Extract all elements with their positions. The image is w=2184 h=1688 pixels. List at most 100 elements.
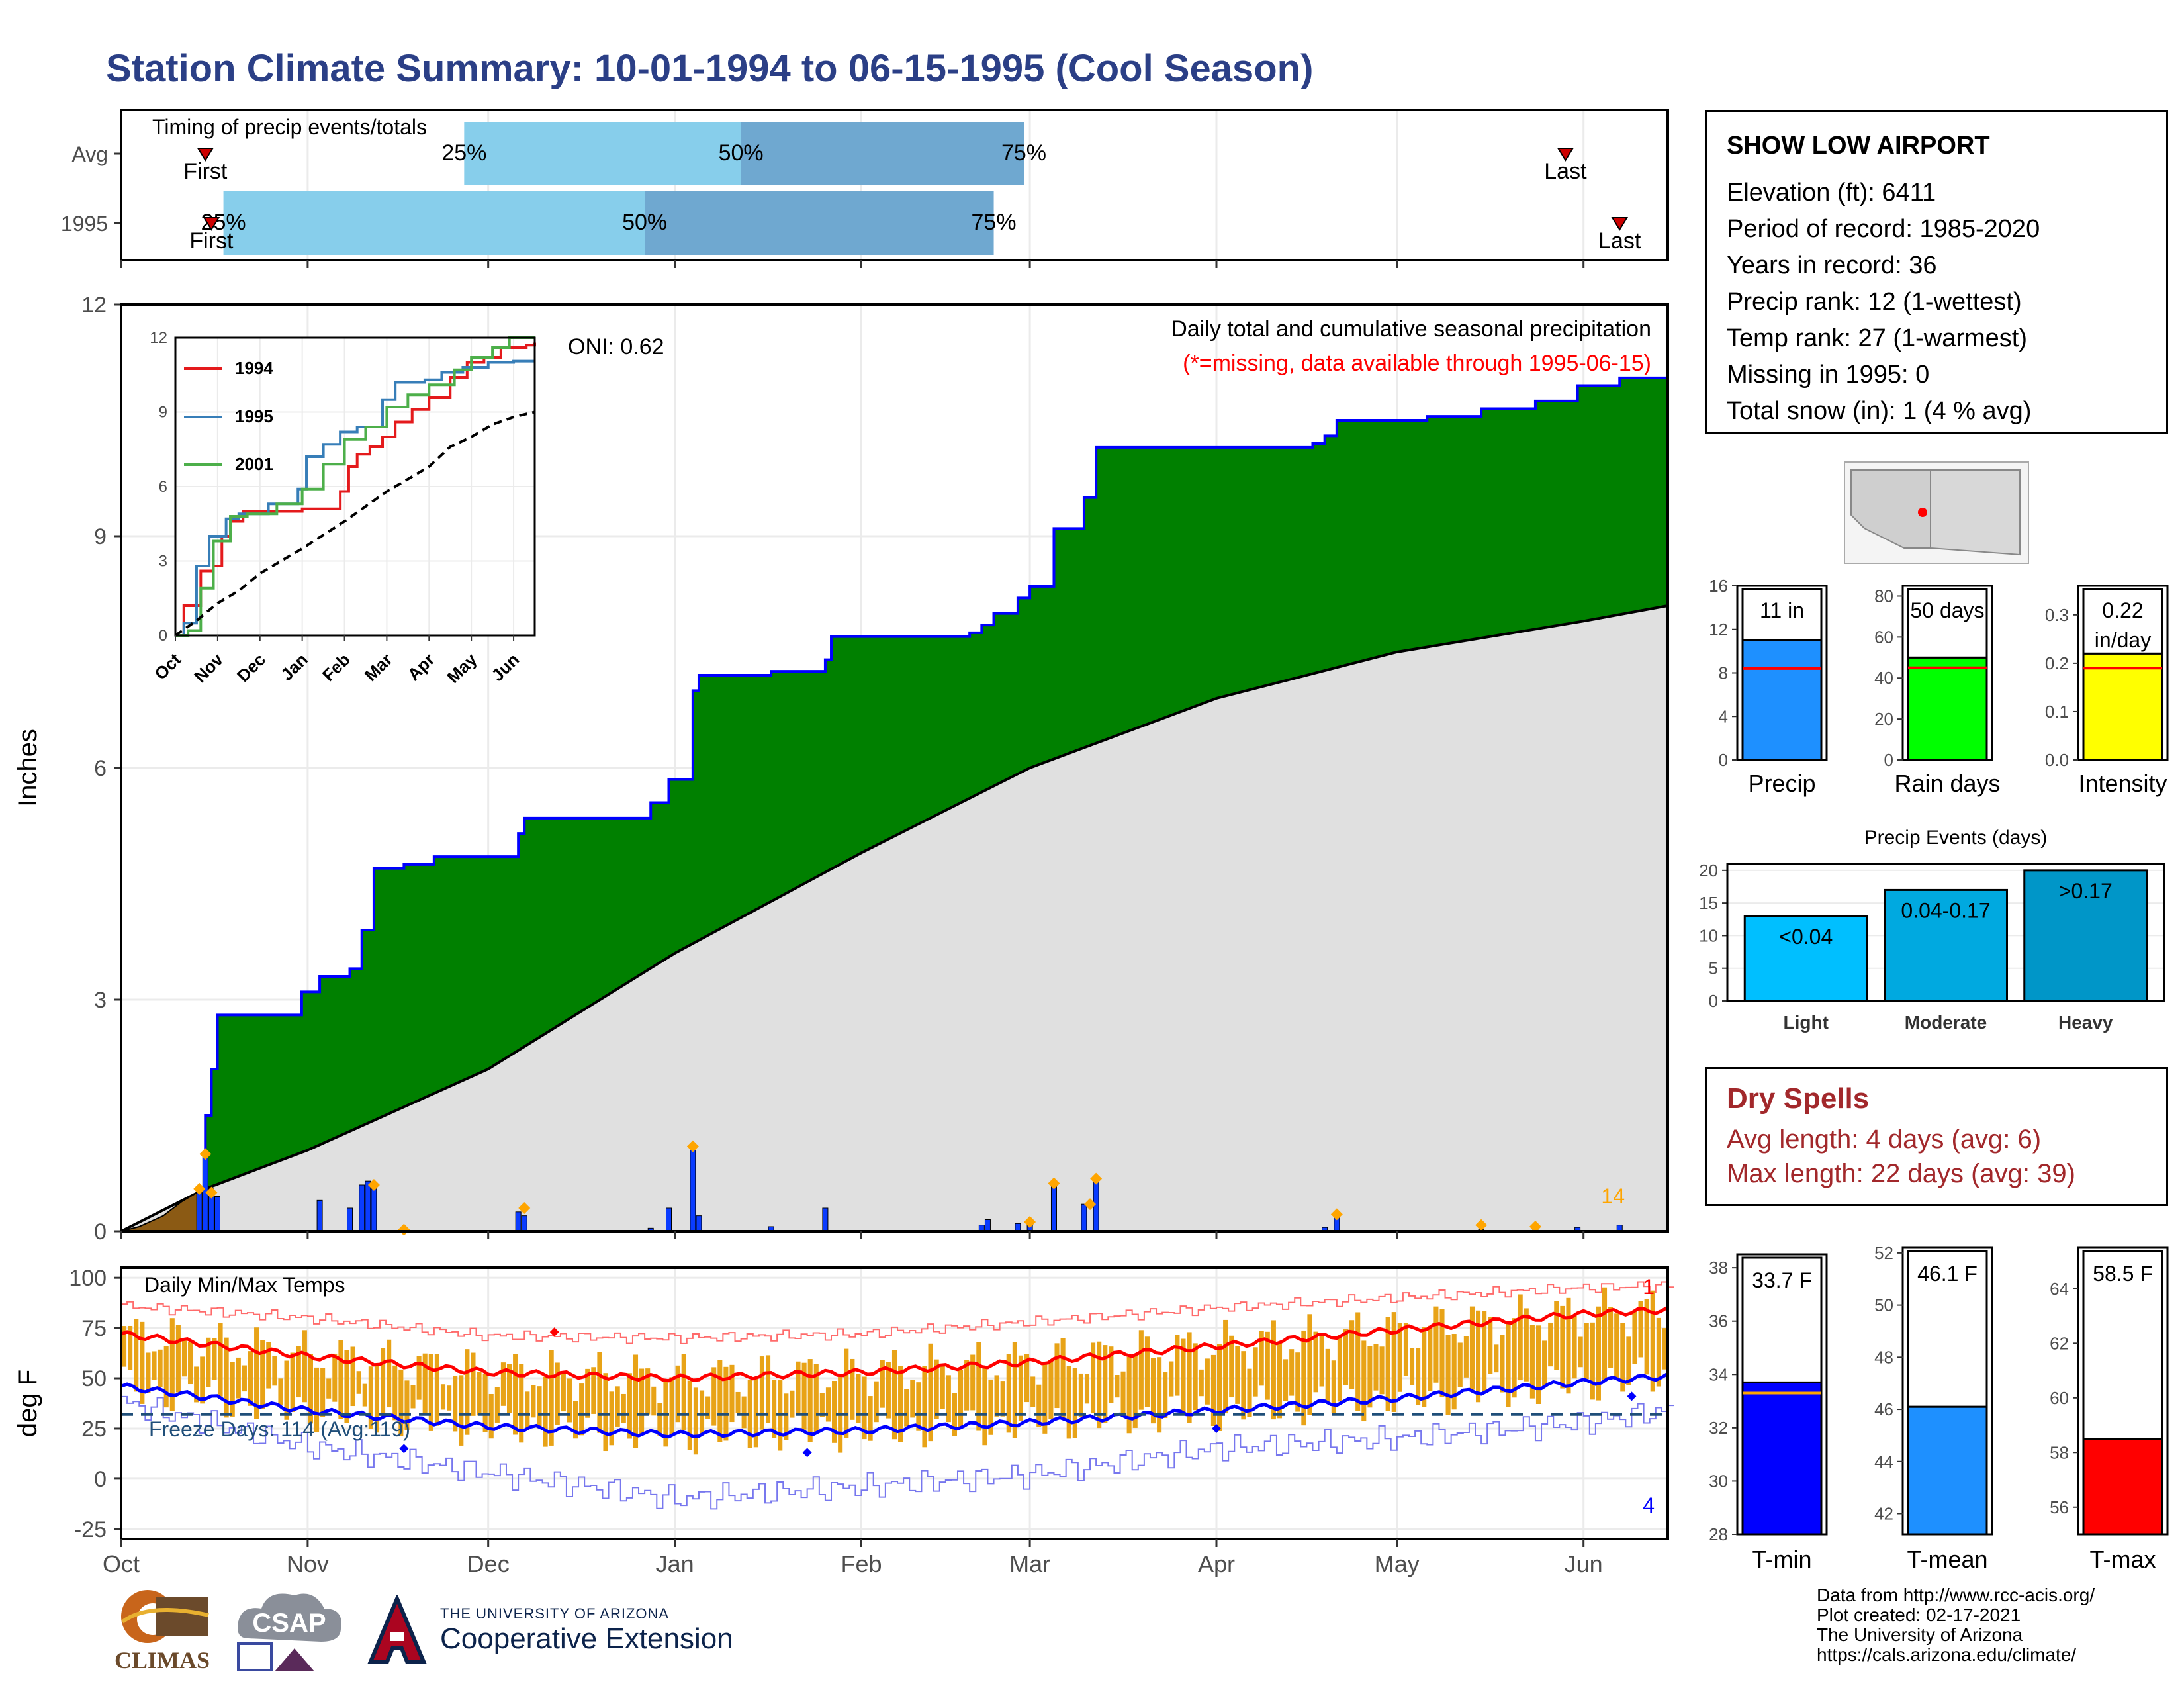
daily-temp-bar — [1109, 1346, 1114, 1403]
snow-marker — [1475, 1219, 1488, 1231]
timing-last-marker-Avg — [1557, 148, 1574, 162]
station-period: Period of record: 1985-2020 — [1727, 215, 2040, 243]
daily-temp-bar — [392, 1365, 398, 1421]
precip-events-category-label: Moderate — [1905, 1012, 1987, 1033]
credit-url: https://cals.arizona.edu/climate/ — [1817, 1644, 2077, 1665]
daily-temp-bar — [410, 1385, 416, 1409]
daily-temp-bar — [819, 1393, 825, 1417]
daily-precip-bar — [515, 1211, 522, 1232]
daily-temp-bar — [916, 1382, 921, 1431]
daily-temp-bar — [850, 1358, 855, 1420]
daily-temp-bar — [1656, 1317, 1661, 1387]
month-label: May — [1375, 1550, 1420, 1577]
daily-temp-bar — [260, 1340, 265, 1409]
daily-temp-bar — [627, 1373, 632, 1439]
daily-temp-bar — [1367, 1346, 1373, 1408]
daily-temp-bar — [1223, 1319, 1228, 1414]
precip-events-bar-label: >0.17 — [2059, 879, 2113, 903]
daily-temp-bar — [146, 1352, 151, 1393]
temp-summary-ytick-label: 42 — [1874, 1504, 1893, 1524]
daily-temp-bar — [465, 1349, 470, 1435]
daily-precip-bar — [365, 1180, 371, 1232]
precip-summary-ytick-label: 0.1 — [2045, 702, 2069, 722]
daily-temp-bar — [1596, 1306, 1601, 1401]
inset-series-line-2001 — [175, 336, 535, 637]
daily-temp-bar — [1325, 1348, 1330, 1402]
precip-events-category-label: Light — [1784, 1012, 1829, 1033]
temp-summary-bar-T-max — [2082, 1438, 2163, 1536]
month-label: Apr — [1198, 1550, 1235, 1577]
timing-label-75-Avg: 75% — [1001, 140, 1046, 165]
daily-temp-bar — [1500, 1335, 1505, 1393]
daily-temp-bar — [1476, 1310, 1481, 1403]
daily-temp-bar — [1650, 1290, 1655, 1392]
temp-summary-label-box — [1907, 1250, 1988, 1408]
daily-temp-bar — [693, 1387, 698, 1455]
timing-title: Timing of precip events/totals — [152, 115, 427, 139]
daily-precip-bar — [214, 1196, 220, 1232]
daily-temp-bar — [1662, 1328, 1667, 1370]
daily-temp-bar — [1385, 1317, 1390, 1411]
daily-temp-bar — [675, 1365, 680, 1423]
record-tmax-line — [121, 1281, 1674, 1344]
record-high-count: 1 — [1643, 1275, 1655, 1299]
daily-temp-bar — [543, 1376, 548, 1447]
daily-temp-bar — [1355, 1312, 1361, 1411]
snow-marker — [205, 1186, 218, 1199]
station-snow: Total snow (in): 1 (4 % avg) — [1727, 397, 2032, 425]
temp-summary-bar-T-mean — [1907, 1405, 1988, 1536]
daily-temp-bar — [1518, 1294, 1523, 1381]
station-info-box: SHOW LOW AIRPORT Elevation (ft): 6411 Pe… — [1705, 110, 2168, 434]
daily-temp-bar — [356, 1371, 361, 1394]
temp-summary-category-label: T-min — [1752, 1546, 1812, 1573]
daily-temp-bar — [175, 1325, 181, 1393]
temp-summary-ytick-label: 46 — [1874, 1399, 1893, 1419]
precip-summary-label-box — [1907, 588, 1988, 659]
precip-summary-value-label: 0.22 — [2102, 598, 2143, 622]
precip-ylabel: Inches — [13, 729, 42, 807]
precip-summary-value-label: in/day — [2095, 628, 2151, 652]
daily-temp-bar — [169, 1318, 175, 1411]
daily-temp-bar — [1024, 1354, 1030, 1403]
precip-events-border — [1726, 863, 2165, 1002]
temp-summary-ytick-label: 62 — [2050, 1333, 2069, 1353]
snow-day-count: 14 — [1601, 1184, 1625, 1208]
record-temp-marker — [802, 1448, 812, 1458]
inset-series-line-1994 — [175, 342, 536, 637]
daily-temp-bar — [1091, 1342, 1096, 1414]
inset-series-line-average — [174, 410, 535, 637]
daily-temp-bar — [621, 1393, 626, 1423]
daily-temp-bar — [807, 1359, 813, 1442]
daily-temp-bar — [404, 1380, 410, 1430]
precip-summary-ytick-label: 20 — [1874, 709, 1893, 729]
daily-temp-bar — [1138, 1330, 1144, 1410]
daily-temp-bar — [1560, 1305, 1565, 1389]
daily-temp-bar — [128, 1325, 133, 1370]
timing-last-label-1995: Last — [1598, 228, 1641, 254]
timing-first-marker-Avg — [197, 148, 214, 162]
daily-temp-bar — [1578, 1336, 1583, 1368]
precip-events-ytick-label: 5 — [1709, 959, 1718, 978]
daily-temp-bar — [699, 1390, 705, 1436]
daily-precip-bar — [316, 1199, 323, 1232]
daily-temp-bar — [874, 1381, 879, 1423]
daily-temp-bar — [1181, 1338, 1186, 1414]
precip-summary-category-label: Intensity — [2078, 770, 2167, 797]
daily-temp-bar — [1638, 1301, 1643, 1358]
daily-temp-bar — [886, 1362, 891, 1419]
timing-label-50-1995: 50% — [622, 210, 667, 235]
daily-temp-bar — [158, 1349, 163, 1388]
daily-precip-bar — [196, 1192, 203, 1232]
daily-temp-bar — [765, 1355, 771, 1423]
inset-series-line-1995 — [175, 359, 535, 637]
precip-summary-ytick-label: 0.3 — [2045, 605, 2069, 625]
precip-panel-subtitle: (*=missing, data available through 1995-… — [1183, 351, 1651, 376]
month-label: Mar — [1009, 1550, 1050, 1577]
station-years: Years in record: 36 — [1727, 252, 1937, 279]
daily-temp-bar — [1494, 1344, 1499, 1373]
inset-ytick-label: 6 — [159, 478, 167, 496]
timing-bar-25-50-Avg — [464, 122, 741, 185]
daily-temp-bar — [272, 1356, 277, 1386]
snow-marker — [518, 1202, 531, 1214]
daily-temp-bar — [868, 1396, 873, 1441]
